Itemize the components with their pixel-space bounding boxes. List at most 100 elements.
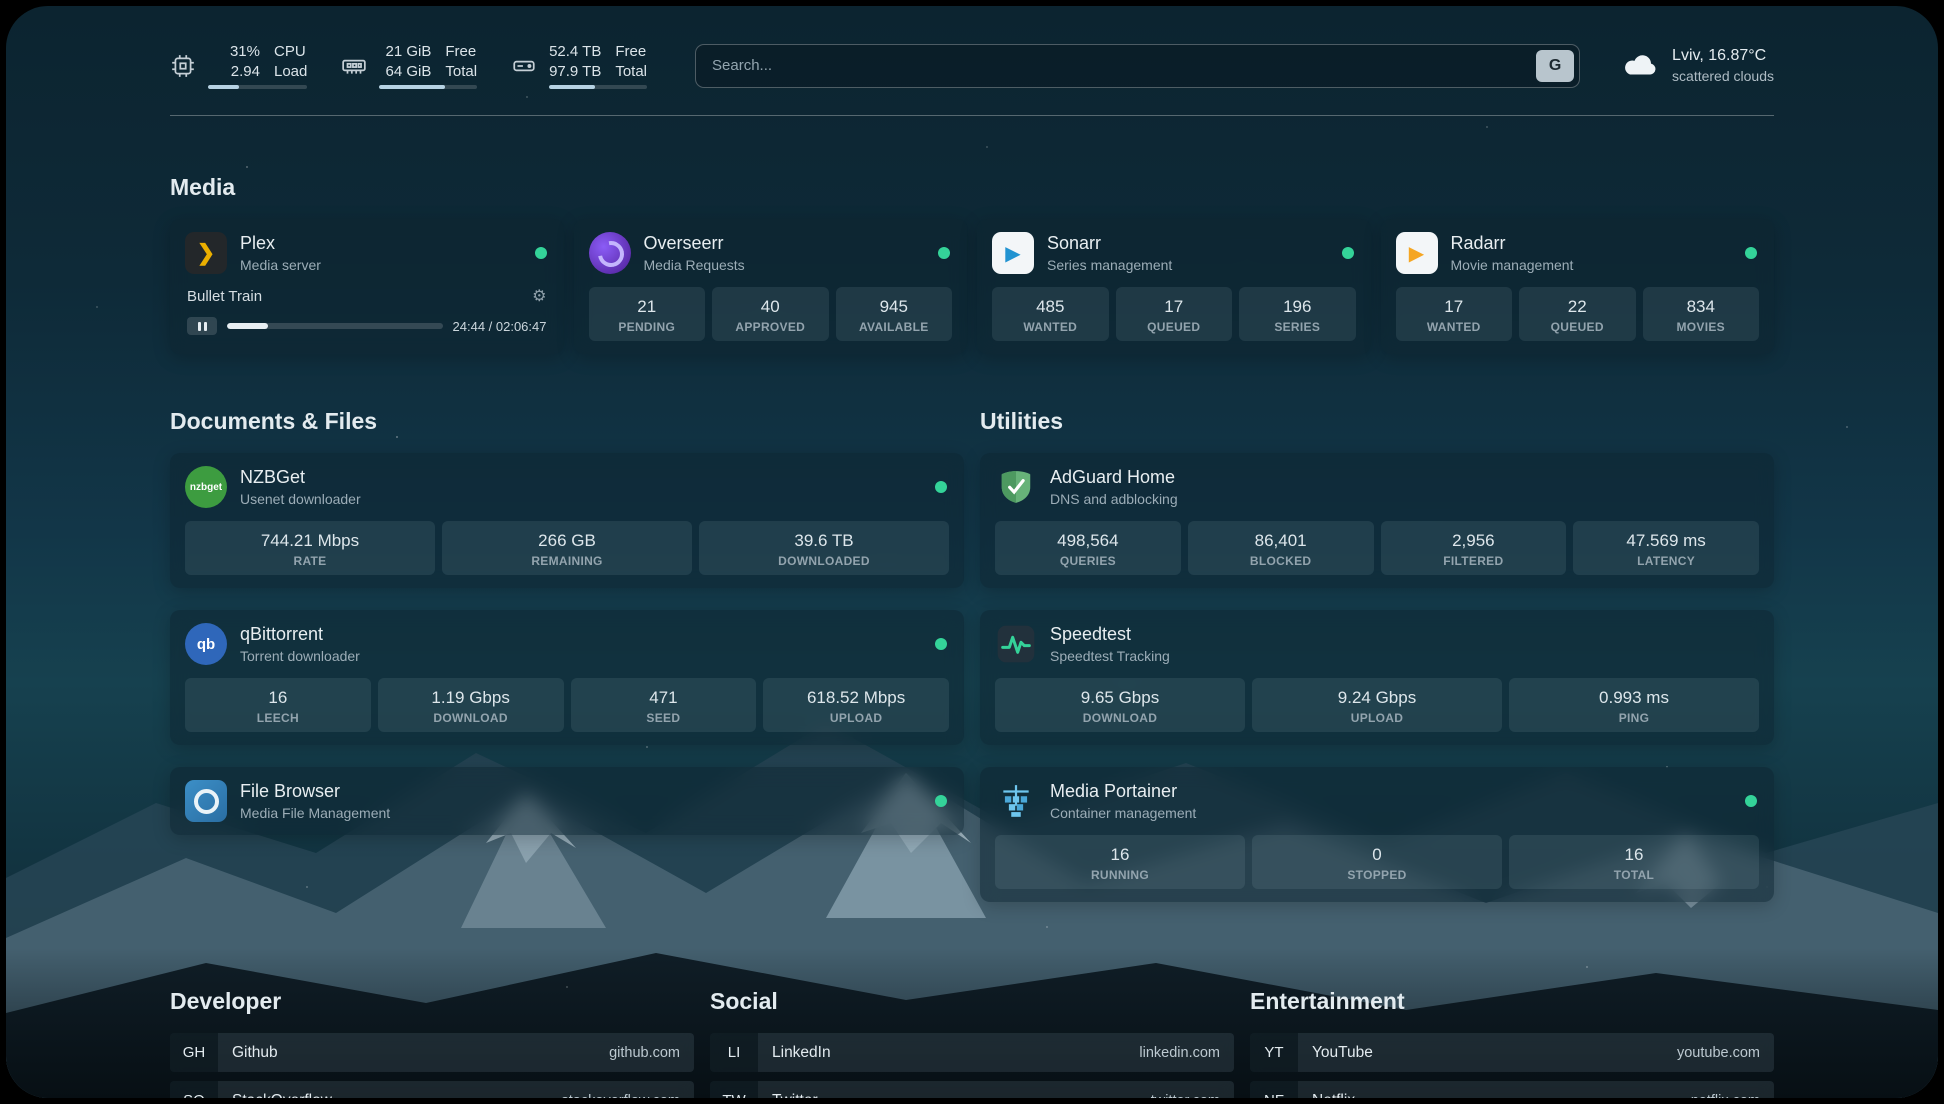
memory-free-value: 21 GiB [385,43,432,60]
disk-total-label: Total [615,62,648,80]
portainer-icon [995,780,1037,822]
memory-progress-bar [379,85,478,89]
now-playing-title: Bullet Train [187,287,263,305]
section-title-media: Media [170,174,236,200]
snow-particles [6,6,8,8]
section-title-social: Social [710,988,778,1015]
overseerr-icon [588,232,631,274]
search-bar[interactable]: G [695,43,1581,88]
disk-free-label: Free [615,43,647,60]
status-dot-online [935,795,947,808]
adguard-icon [995,466,1037,508]
service-name: AdGuard Home [1050,467,1176,488]
bookmark-name: StackOverflow [218,1092,332,1098]
search-input[interactable] [696,57,1537,74]
section-title-utilities: Utilities [980,408,1064,435]
playback-progress-bar[interactable] [227,323,443,329]
stat-block: 498,564 QUERIES [995,521,1181,576]
bookmark-url: youtube.com [1676,1044,1760,1061]
playback-time: 24:44 / 02:06:47 [452,318,547,334]
service-card-portainer[interactable]: Media Portainer Container management 16 R… [980,767,1774,903]
filebrowser-icon [185,780,227,823]
bookmark-name: Netflix [1298,1092,1355,1098]
service-description: DNS and adblocking [1050,490,1178,507]
disk-free-value: 52.4 TB [549,43,602,60]
cpu-load-value: 2.94 [230,62,260,80]
service-description: Series management [1047,256,1173,273]
weather-condition: scattered clouds [1672,67,1774,84]
service-card-plex[interactable]: ❯ Plex Media server Bullet Train ⚙ [170,219,564,355]
service-description: Torrent downloader [240,647,360,664]
memory-widget: 21 GiB 64 GiB Free Total [341,42,478,89]
bookmark-abbr: GH [170,1033,218,1073]
service-card-nzbget[interactable]: nzbget NZBGet Usenet downloader 744.21 M… [170,453,964,589]
bookmark-stackoverflow[interactable]: SO StackOverflow stackoverflow.com [170,1081,694,1098]
service-card-qbittorrent[interactable]: qb qBittorrent Torrent downloader 16 LEEC… [170,610,964,746]
bookmark-name: Twitter [758,1092,818,1098]
status-dot-online [1341,247,1354,259]
stat-block: 47.569 ms LATENCY [1573,521,1759,576]
cpu-progress-bar [208,85,308,89]
bookmark-abbr: LI [710,1033,758,1073]
service-card-adguard[interactable]: AdGuard Home DNS and adblocking 498,564 Q… [980,453,1774,589]
bookmark-github[interactable]: GH Github github.com [170,1033,694,1073]
cpu-load-label: Load [274,62,308,80]
section-title-entertainment: Entertainment [1250,988,1405,1015]
nzbget-icon: nzbget [185,466,227,509]
service-name: Plex [240,233,276,254]
service-card-speedtest[interactable]: Speedtest Speedtest Tracking 9.65 Gbps DO… [980,610,1774,746]
stat-block: 0.993 ms PING [1509,678,1759,733]
bookmark-url: twitter.com [1151,1093,1234,1098]
bookmark-url: netflix.com [1691,1093,1774,1098]
service-card-sonarr[interactable]: ▶ Sonarr Series management 485 WANTED 17 Q… [977,219,1371,355]
stat-block: 2,956 FILTERED [1380,521,1567,576]
stat-block: 21 PENDING [588,287,705,342]
stat-block: 16 LEECH [185,678,371,733]
bookmark-abbr: TW [710,1081,758,1098]
bookmark-linkedin[interactable]: LI LinkedIn linkedin.com [710,1033,1234,1073]
memory-total-label: Total [445,62,478,80]
cloud-icon [1625,55,1656,75]
bookmark-netflix[interactable]: NF Netflix netflix.com [1250,1081,1774,1098]
section-title-documents: Documents & Files [170,408,378,435]
stat-block: 744.21 Mbps RATE [185,521,435,576]
pause-button[interactable] [187,317,217,335]
status-dot-online [1745,247,1757,259]
bookmark-url: stackoverflow.com [562,1093,694,1098]
service-card-overseerr[interactable]: Overseerr Media Requests 21 PENDING 40 APP… [573,219,967,355]
cpu-usage-value: 31% [229,43,260,60]
plex-icon: ❯ [185,232,227,274]
search-provider-button[interactable]: G [1536,49,1575,82]
bottom-fade [6,948,1938,1098]
memory-icon [342,59,367,74]
stat-block: 945 AVAILABLE [835,287,952,342]
service-name: Overseerr [643,233,724,254]
memory-free-label: Free [445,43,477,60]
disk-total-value: 97.9 TB [549,62,602,80]
gear-icon[interactable]: ⚙ [532,288,547,305]
bookmark-abbr: NF [1250,1081,1298,1098]
section-title-developer: Developer [170,988,282,1015]
disk-widget: 52.4 TB 97.9 TB Free Total [511,42,648,89]
weather-widget: Lviv, 16.87°C scattered clouds [1622,45,1774,85]
header-divider [170,115,1774,116]
bookmark-name: LinkedIn [772,1043,831,1061]
stat-block: 1.19 Gbps DOWNLOAD [377,678,564,733]
bookmark-youtube[interactable]: YT YouTube youtube.com [1250,1033,1774,1073]
service-name: File Browser [240,781,341,802]
service-name: NZBGet [240,467,306,488]
service-description: Usenet downloader [240,490,361,507]
weather-location: Lviv, 16.87°C [1672,47,1767,65]
stat-block: 17 QUEUED [1115,287,1232,342]
service-description: Speedtest Tracking [1050,647,1170,664]
service-description: Media server [240,256,321,273]
stat-block: 485 WANTED [992,287,1109,342]
service-description: Container management [1050,804,1197,821]
bookmark-url: linkedin.com [1139,1044,1220,1061]
memory-total-value: 64 GiB [385,62,432,80]
service-card-radarr[interactable]: ▶ Radarr Movie management 17 WANTED 22 QUE… [1380,219,1774,355]
service-card-filebrowser[interactable]: File Browser Media File Management [170,767,964,836]
bookmark-twitter[interactable]: TW Twitter twitter.com [710,1081,1234,1098]
stat-block: 40 APPROVED [712,287,829,342]
